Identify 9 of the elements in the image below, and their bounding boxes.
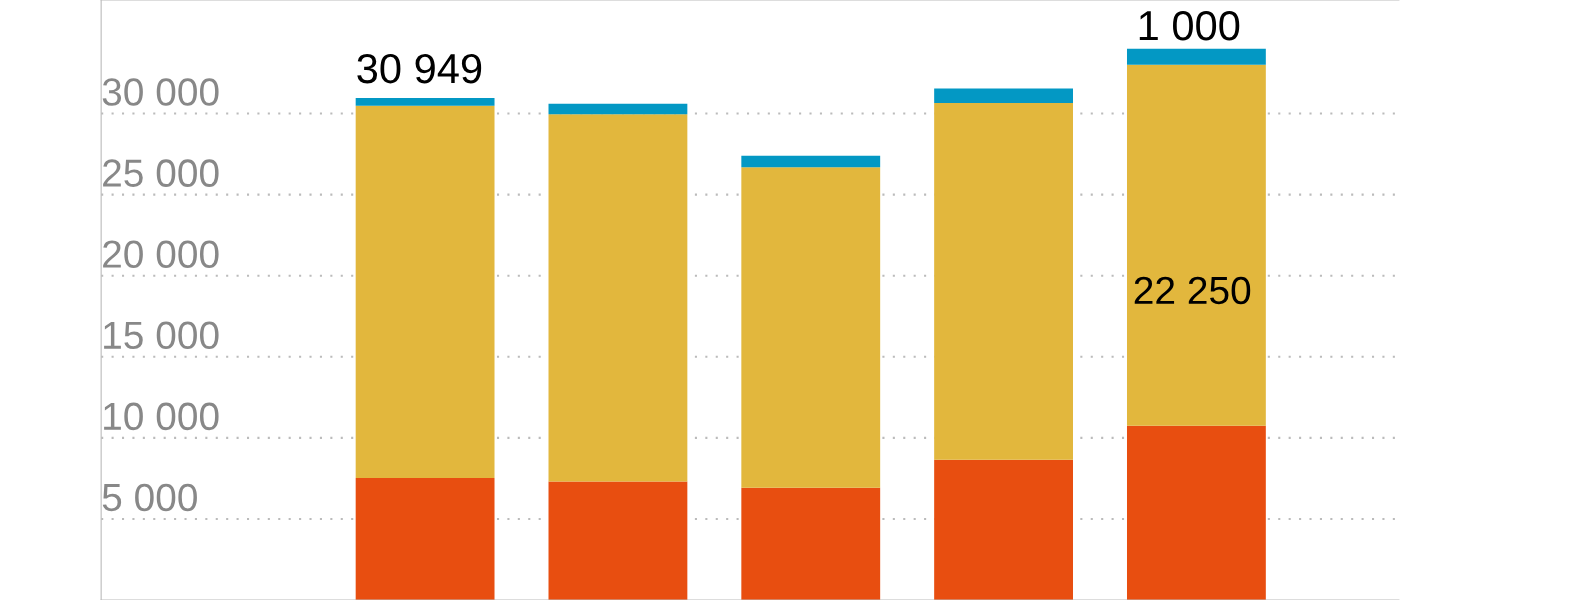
data-label: 22 250 [1134,276,1251,305]
y-tick-label: 25 000 [103,159,219,187]
data-label: 1 000 [1139,10,1240,41]
y-tick-label: 20 000 [103,240,219,268]
total-label: 30 949 [357,53,482,84]
y-tick-label: 10 000 [104,402,219,431]
y-tick-label: 5 000 [102,483,197,512]
y-tick-label: 30 000 [102,78,219,106]
y-tick-label: 15 000 [104,321,219,350]
